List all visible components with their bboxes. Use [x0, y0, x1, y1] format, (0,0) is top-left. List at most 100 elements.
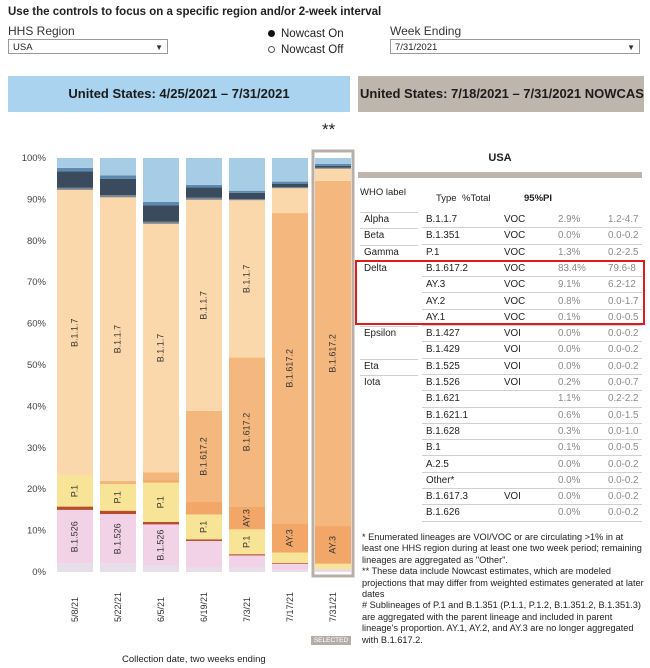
- bar-segment[interactable]: [315, 526, 351, 564]
- bar-segment[interactable]: [143, 201, 179, 206]
- y-tick-label: 20%: [27, 484, 47, 495]
- pi-cell: 0.0-0.2: [608, 474, 639, 486]
- bar-segment[interactable]: [229, 200, 265, 358]
- bar-segment[interactable]: [143, 521, 179, 525]
- bar-segment[interactable]: [272, 183, 308, 187]
- bar-segment[interactable]: [315, 158, 351, 164]
- week-ending-label: Week Ending: [390, 24, 462, 38]
- bar-segment[interactable]: [229, 158, 265, 191]
- bar-segment[interactable]: [100, 178, 136, 196]
- y-tick-label: 30%: [27, 443, 47, 454]
- bar-segment[interactable]: [315, 168, 351, 181]
- bar-segment[interactable]: [229, 555, 265, 568]
- bar-segment[interactable]: [272, 188, 308, 214]
- bar-segment[interactable]: [272, 562, 308, 564]
- row-divider: [422, 308, 642, 310]
- bar-segment[interactable]: [229, 567, 265, 572]
- bar-label: B.1.617.2: [327, 334, 337, 373]
- bar-segment[interactable]: [186, 199, 222, 411]
- nowcast-on-radio[interactable]: Nowcast On: [268, 28, 344, 40]
- bar-segment[interactable]: [272, 523, 308, 553]
- y-tick-label: 100%: [22, 153, 47, 164]
- pct-total-cell: 1.1%: [558, 393, 581, 405]
- bar-segment[interactable]: [186, 540, 222, 568]
- bar-segment[interactable]: [315, 571, 351, 572]
- bar-segment[interactable]: [229, 506, 265, 530]
- bar-segment[interactable]: [186, 514, 222, 540]
- bar-segment[interactable]: [272, 563, 308, 570]
- bar-segment[interactable]: [143, 472, 179, 481]
- bar-segment[interactable]: [100, 483, 136, 511]
- bar-segment[interactable]: [315, 569, 351, 572]
- bar-segment[interactable]: [229, 190, 265, 193]
- pi-cell: 1.2-4.7: [608, 214, 639, 225]
- nowcast-off-radio[interactable]: Nowcast Off: [268, 44, 343, 56]
- bar-segment[interactable]: [100, 510, 136, 515]
- bar-segment[interactable]: [143, 482, 179, 522]
- table-row: B.1.429 VOI 0.0% 0.0-0.2: [360, 342, 642, 359]
- bar-segment[interactable]: [100, 197, 136, 481]
- y-tick-label: 10%: [27, 526, 47, 537]
- bar-segment[interactable]: [315, 163, 351, 166]
- bar-segment[interactable]: [143, 565, 179, 572]
- bar-label: B.1.1.7: [198, 291, 208, 320]
- bar-segment[interactable]: [315, 165, 351, 168]
- row-divider: [360, 228, 418, 230]
- bar-segment[interactable]: [272, 213, 308, 524]
- bar-segment[interactable]: [57, 506, 93, 510]
- bar-segment[interactable]: [186, 158, 222, 185]
- bar-segment[interactable]: [229, 529, 265, 555]
- bar-label: B.1.526: [112, 523, 122, 554]
- week-ending-value: 7/31/2021: [395, 42, 438, 53]
- bar-segment[interactable]: [143, 221, 179, 224]
- bar-label: B.1.1.7: [69, 318, 79, 347]
- bar-segment[interactable]: [315, 167, 351, 169]
- bar-segment[interactable]: [143, 524, 179, 566]
- bar-segment[interactable]: [57, 187, 93, 190]
- bar-segment[interactable]: [272, 569, 308, 572]
- bar-segment[interactable]: [143, 480, 179, 483]
- bar-segment[interactable]: [57, 509, 93, 564]
- bar-segment[interactable]: [229, 198, 265, 201]
- bar-segment[interactable]: [100, 175, 136, 179]
- right-banner: United States: 7/18/2021 – 7/31/2021 NOW…: [358, 76, 644, 112]
- bar-segment[interactable]: [315, 180, 351, 527]
- pct-total-cell: 0.2%: [558, 377, 581, 388]
- bar-segment[interactable]: [100, 482, 136, 484]
- bar-segment[interactable]: [57, 167, 93, 172]
- bar-segment[interactable]: [143, 223, 179, 473]
- bar-segment[interactable]: [272, 181, 308, 184]
- week-ending-select[interactable]: 7/31/2021 ▼: [390, 39, 640, 54]
- bar-segment[interactable]: [229, 357, 265, 507]
- bar-segment[interactable]: [186, 187, 222, 198]
- bar-segment[interactable]: [186, 197, 222, 200]
- bar-segment[interactable]: [100, 158, 136, 176]
- bar-segment[interactable]: [100, 195, 136, 198]
- bar-segment[interactable]: [57, 171, 93, 188]
- bar-segment[interactable]: [272, 158, 308, 182]
- bar-segment[interactable]: [57, 563, 93, 572]
- pi-cell: 0.0-1.0: [608, 425, 639, 437]
- bar-segment[interactable]: [186, 184, 222, 188]
- bar-segment[interactable]: [229, 192, 265, 199]
- bar-segment[interactable]: [186, 567, 222, 572]
- region-select[interactable]: USA ▼: [8, 39, 168, 54]
- bar-segment[interactable]: [143, 205, 179, 222]
- bar-segment[interactable]: [186, 539, 222, 541]
- bar-segment[interactable]: [57, 475, 93, 507]
- bar-segment[interactable]: [186, 502, 222, 515]
- bar-segment[interactable]: [100, 514, 136, 564]
- bar-segment[interactable]: [57, 158, 93, 168]
- bar-segment[interactable]: [229, 554, 265, 556]
- bar-segment[interactable]: [315, 563, 351, 570]
- bar-segment[interactable]: [186, 410, 222, 503]
- bar-segment[interactable]: [100, 480, 136, 483]
- bar-label: B.1.617.2: [198, 437, 208, 476]
- y-tick-label: 70%: [27, 277, 47, 288]
- bar-segment[interactable]: [272, 186, 308, 189]
- bar-segment[interactable]: [57, 189, 93, 476]
- pi-cell: 0.0-1.5: [608, 409, 639, 421]
- bar-segment[interactable]: [272, 552, 308, 563]
- bar-segment[interactable]: [143, 158, 179, 202]
- bar-segment[interactable]: [100, 563, 136, 572]
